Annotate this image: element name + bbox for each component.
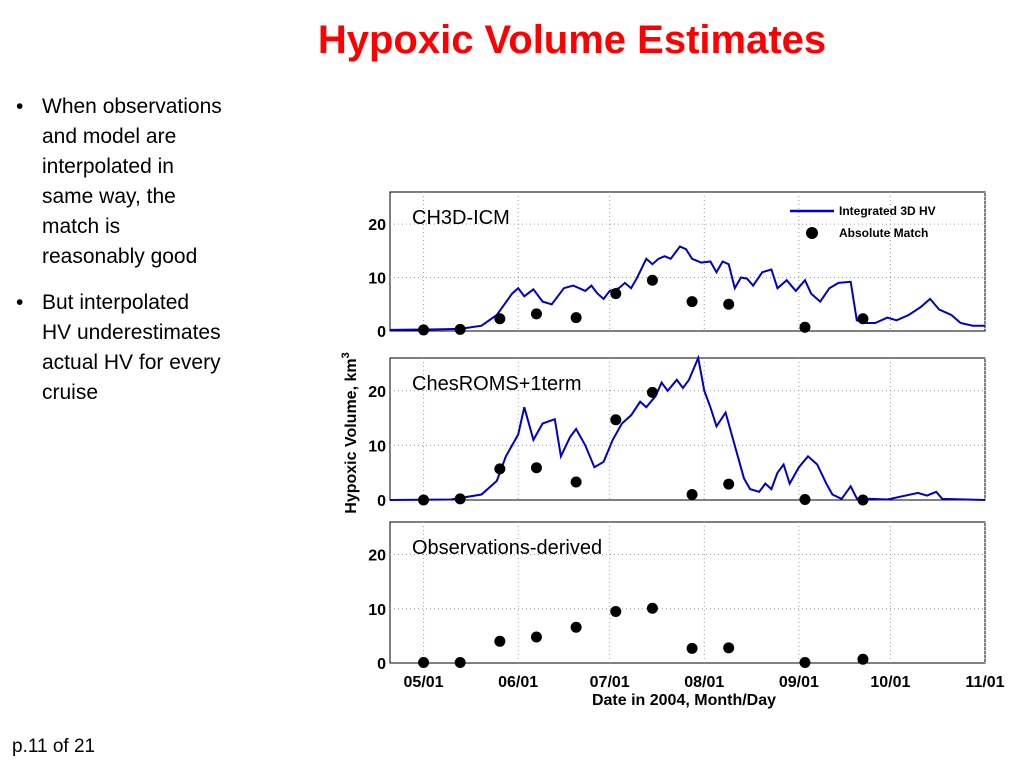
data-point bbox=[418, 324, 430, 336]
legend-marker-swatch bbox=[806, 227, 818, 239]
bullet-list: • When observations and model are interp… bbox=[16, 92, 271, 424]
bullet-text: But interpolated HV underestimates actua… bbox=[42, 291, 221, 404]
data-point bbox=[799, 493, 811, 505]
data-point bbox=[454, 656, 466, 668]
data-point bbox=[646, 274, 658, 286]
data-point bbox=[857, 313, 869, 325]
legend: Integrated 3D HV Absolute Match bbox=[790, 204, 936, 240]
data-point bbox=[530, 462, 542, 474]
chart-panel: 0 10 20 ChesROMS+1term bbox=[368, 354, 986, 510]
x-axis-title: Date in 2004, Month/Day bbox=[592, 692, 776, 709]
series-line bbox=[389, 354, 986, 501]
data-point bbox=[723, 642, 735, 654]
x-tick-label: 11/01 bbox=[965, 674, 1004, 691]
y-tick-label: 0 bbox=[377, 324, 386, 341]
y-axis-title-text: Hypoxic Volume, km bbox=[343, 358, 360, 513]
page-number: p.11 of 21 bbox=[12, 736, 96, 757]
y-axis-title: Hypoxic Volume, km3 bbox=[340, 352, 360, 513]
data-point bbox=[646, 386, 658, 398]
y-tick-label: 10 bbox=[368, 438, 386, 455]
data-point bbox=[530, 631, 542, 643]
data-point bbox=[686, 296, 698, 308]
chart-panels: 0 10 20 CH3D-ICM Integrated 3D HV Absolute Ma… bbox=[368, 191, 1005, 691]
y-tick-label: 10 bbox=[368, 271, 386, 288]
data-point bbox=[723, 478, 735, 490]
bullet-text: When observations and model are interpol… bbox=[42, 95, 222, 268]
panel-frame bbox=[389, 191, 986, 332]
data-point bbox=[418, 656, 430, 668]
data-point bbox=[723, 298, 735, 310]
y-tick-label: 0 bbox=[377, 656, 386, 673]
data-point bbox=[857, 494, 869, 506]
x-tick-label: 08/01 bbox=[684, 674, 724, 691]
panel-label: ChesROMS+1term bbox=[412, 373, 582, 395]
x-tick-label: 06/01 bbox=[498, 674, 538, 691]
data-point bbox=[610, 288, 622, 300]
chart-panel: 05/01 06/01 07/01 08/01 09/01 10/01 11/01 0 10 20… bbox=[368, 521, 1005, 691]
data-point bbox=[610, 414, 622, 426]
data-point bbox=[494, 463, 506, 475]
bullet-item: • When observations and model are interp… bbox=[16, 92, 271, 272]
bullet-item: • But interpolated HV underestimates act… bbox=[16, 288, 271, 408]
data-point bbox=[646, 602, 658, 614]
y-tick-label: 20 bbox=[368, 548, 386, 565]
series-line bbox=[389, 245, 985, 331]
bullet-symbol: • bbox=[16, 291, 24, 314]
y-tick-label: 20 bbox=[368, 217, 386, 234]
y-tick-label: 10 bbox=[368, 602, 386, 619]
legend-label: Integrated 3D HV bbox=[839, 204, 936, 218]
chart-panel: 0 10 20 CH3D-ICM Integrated 3D HV Absolute Ma… bbox=[368, 191, 986, 341]
x-tick-label: 05/01 bbox=[404, 674, 444, 691]
bullet-symbol: • bbox=[16, 95, 24, 118]
panel-label: CH3D-ICM bbox=[412, 207, 510, 229]
y-tick-label: 0 bbox=[377, 493, 386, 510]
data-point bbox=[799, 321, 811, 333]
x-tick-label: 10/01 bbox=[870, 674, 910, 691]
data-point bbox=[857, 653, 869, 665]
data-point bbox=[686, 489, 698, 501]
data-point bbox=[494, 313, 506, 325]
data-point bbox=[570, 621, 582, 633]
data-point bbox=[610, 605, 622, 617]
panel-label: Observations-derived bbox=[412, 537, 602, 559]
data-point bbox=[418, 494, 430, 506]
data-point bbox=[799, 656, 811, 668]
legend-label: Absolute Match bbox=[839, 226, 928, 240]
panel-frame bbox=[389, 521, 986, 664]
data-point bbox=[570, 476, 582, 488]
data-point bbox=[454, 323, 466, 335]
y-axis-title-superscript: 3 bbox=[340, 352, 352, 358]
slide-title: Hypoxic Volume Estimates bbox=[317, 18, 827, 62]
y-tick-label: 20 bbox=[368, 384, 386, 401]
data-point bbox=[570, 312, 582, 324]
x-tick-label: 09/01 bbox=[779, 674, 819, 691]
x-tick-label: 07/01 bbox=[590, 674, 630, 691]
data-point bbox=[454, 493, 466, 505]
data-point bbox=[686, 642, 698, 654]
data-point bbox=[494, 635, 506, 647]
data-point bbox=[530, 308, 542, 320]
